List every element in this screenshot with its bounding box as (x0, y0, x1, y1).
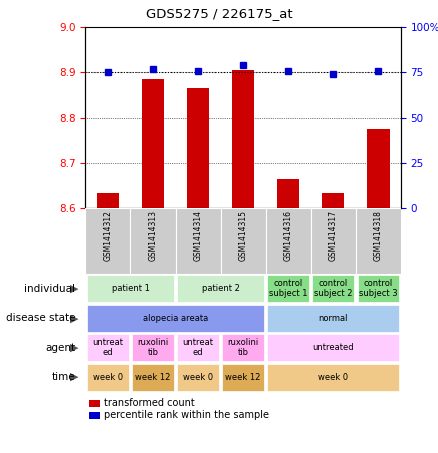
Bar (277, 179, 300, 208)
Text: transformed count: transformed count (104, 398, 195, 408)
Text: ruxolini
tib: ruxolini tib (227, 338, 259, 357)
Text: normal: normal (318, 314, 348, 323)
Text: control
subject 3: control subject 3 (359, 280, 398, 298)
Text: GSM1414315: GSM1414315 (239, 210, 247, 261)
Text: GSM1414318: GSM1414318 (374, 210, 383, 261)
Text: control
subject 2: control subject 2 (314, 280, 353, 298)
Text: week 12: week 12 (226, 373, 261, 381)
Bar (223, 334, 264, 361)
Bar (356, 208, 401, 274)
Text: control
subject 1: control subject 1 (269, 280, 307, 298)
Text: GSM1414314: GSM1414314 (194, 210, 202, 261)
Bar (357, 275, 399, 302)
Bar (312, 275, 354, 302)
Bar (85, 208, 131, 274)
Bar (87, 305, 264, 332)
Bar (131, 208, 176, 274)
Bar (221, 208, 265, 274)
Text: untreated: untreated (312, 343, 354, 352)
Bar (268, 334, 399, 361)
Text: percentile rank within the sample: percentile rank within the sample (104, 410, 269, 420)
Bar (176, 208, 221, 274)
Text: GSM1414313: GSM1414313 (148, 210, 158, 261)
Text: disease state: disease state (6, 313, 75, 323)
Text: week 0: week 0 (93, 373, 123, 381)
Text: patient 1: patient 1 (112, 284, 149, 293)
Bar (132, 364, 174, 390)
Bar (88, 412, 99, 419)
Bar (132, 334, 174, 361)
Bar (87, 334, 129, 361)
Text: GSM1414312: GSM1414312 (103, 210, 113, 261)
Text: ruxolini
tib: ruxolini tib (138, 338, 169, 357)
Text: week 12: week 12 (135, 373, 171, 381)
Text: patient 2: patient 2 (201, 284, 240, 293)
Text: individual: individual (24, 284, 75, 294)
Bar (311, 208, 356, 274)
Text: time: time (52, 372, 75, 382)
Text: ▶: ▶ (70, 313, 78, 323)
Text: ▶: ▶ (70, 342, 78, 353)
Bar (187, 88, 209, 208)
Text: ▶: ▶ (70, 372, 78, 382)
Text: GDS5275 / 226175_at: GDS5275 / 226175_at (146, 7, 292, 20)
Bar (177, 275, 264, 302)
Bar (265, 208, 311, 274)
Text: week 0: week 0 (318, 373, 348, 381)
Text: untreat
ed: untreat ed (183, 338, 214, 357)
Bar (177, 364, 219, 390)
Bar (177, 334, 219, 361)
Bar (97, 193, 119, 208)
Bar (87, 364, 129, 390)
Bar (142, 79, 164, 208)
Bar (87, 275, 174, 302)
Text: agent: agent (45, 342, 75, 353)
Text: alopecia areata: alopecia areata (143, 314, 208, 323)
Bar (322, 193, 344, 208)
Text: untreat
ed: untreat ed (92, 338, 124, 357)
Text: week 0: week 0 (183, 373, 213, 381)
Bar (268, 364, 399, 390)
Bar (223, 364, 264, 390)
Text: GSM1414316: GSM1414316 (284, 210, 293, 261)
Text: GSM1414317: GSM1414317 (328, 210, 338, 261)
Bar (232, 70, 254, 208)
Bar (268, 275, 309, 302)
Bar (268, 305, 399, 332)
Bar (88, 400, 99, 407)
Bar (367, 129, 389, 208)
Text: ▶: ▶ (70, 284, 78, 294)
